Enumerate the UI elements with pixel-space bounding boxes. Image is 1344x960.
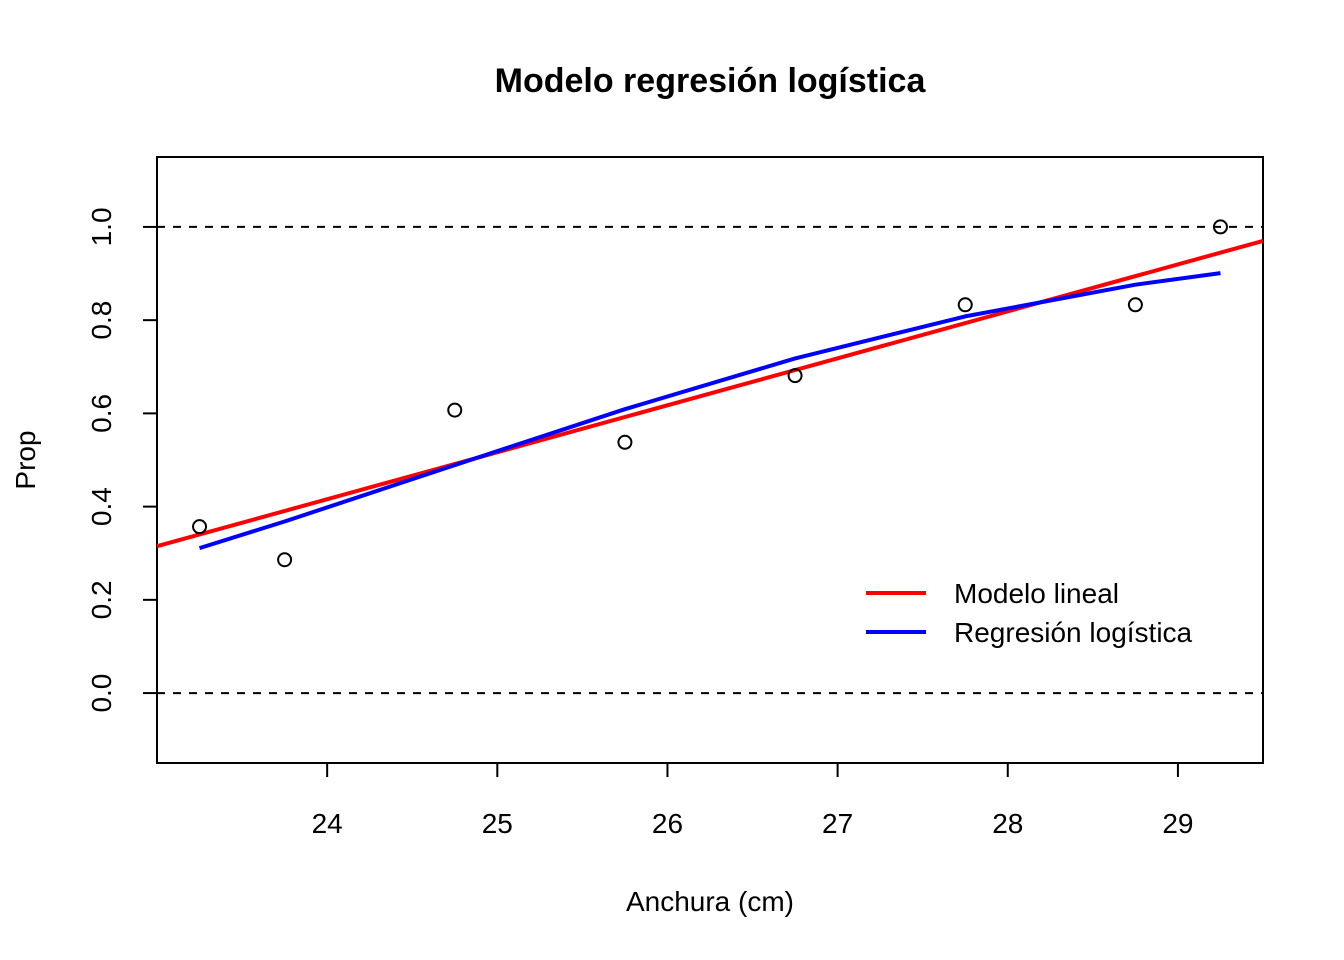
data-point: [957, 297, 973, 313]
data-point: [617, 434, 633, 450]
data-point: [277, 552, 293, 568]
x-tick-label: 26: [652, 808, 683, 839]
data-point: [192, 519, 208, 535]
y-tick-label: 0.6: [86, 394, 117, 433]
y-tick-label: 0.8: [86, 301, 117, 340]
series-line-modelo-lineal: [156, 238, 1264, 549]
data-point: [1212, 219, 1228, 235]
x-tick-label: 28: [992, 808, 1023, 839]
series-layer: [156, 238, 1264, 551]
x-axis: 24 25 26 27 28 29: [312, 762, 1194, 839]
legend: Modelo lineal Regresión logística: [866, 578, 1193, 648]
data-point: [787, 368, 803, 384]
points-layer: [192, 219, 1228, 568]
legend-label-modelo-lineal: Modelo lineal: [954, 578, 1119, 609]
x-tick-label: 27: [822, 808, 853, 839]
x-tick-label: 25: [482, 808, 513, 839]
y-axis-label: Prop: [10, 430, 41, 489]
legend-label-regresion-logistica: Regresión logística: [954, 617, 1193, 648]
plot-frame: [156, 156, 1264, 764]
x-axis-label: Anchura (cm): [626, 886, 794, 917]
series-line-regresion-logistica: [198, 271, 1221, 551]
chart-title: Modelo regresión logística: [495, 62, 927, 100]
data-point: [1127, 297, 1143, 313]
x-tick-label: 24: [312, 808, 343, 839]
y-axis: 0.0 0.2 0.4 0.6 0.8 1.0: [86, 207, 158, 713]
y-tick-label: 0.2: [86, 580, 117, 619]
x-tick-label: 29: [1162, 808, 1193, 839]
y-tick-label: 0.0: [86, 674, 117, 713]
y-tick-label: 0.4: [86, 487, 117, 526]
data-point: [447, 402, 463, 418]
y-tick-label: 1.0: [86, 207, 117, 246]
